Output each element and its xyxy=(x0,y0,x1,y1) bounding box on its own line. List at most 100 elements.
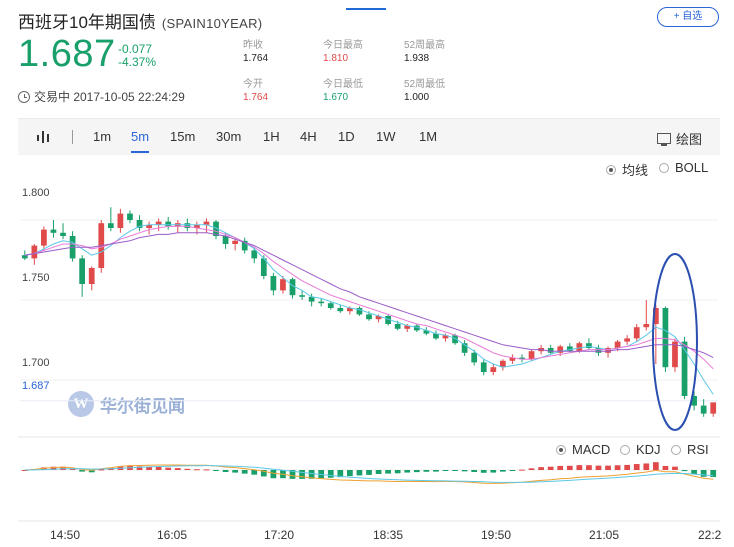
stat-open: 今开 1.764 xyxy=(243,78,268,104)
macd-bar xyxy=(174,468,181,470)
stat-day-low: 今日最低 1.670 xyxy=(323,78,363,104)
macd-bar xyxy=(471,470,478,473)
x-tick-label: 21:05 xyxy=(589,528,620,542)
ma-slow-line xyxy=(24,232,714,359)
change-value: -0.077 xyxy=(118,42,153,56)
macd-bar xyxy=(433,470,439,472)
macd-bar xyxy=(576,465,583,470)
macd-bar xyxy=(595,465,602,470)
candle-body xyxy=(614,341,621,348)
candle-body xyxy=(50,229,57,233)
add-watchlist-button[interactable]: + 自选 xyxy=(657,7,719,27)
candle-body xyxy=(366,314,372,320)
macd-bar xyxy=(413,470,420,473)
macd-bar xyxy=(404,470,411,473)
candle-body xyxy=(241,240,248,251)
interval-15m[interactable]: 15m xyxy=(170,129,196,144)
candle-body xyxy=(165,221,172,227)
stat-value: 1.764 xyxy=(243,53,269,64)
macd-bar xyxy=(442,470,449,471)
candle-body xyxy=(499,360,506,368)
interval-1m-month[interactable]: 1M xyxy=(419,129,438,144)
macd-bar xyxy=(643,463,650,470)
macd-bar xyxy=(710,470,717,478)
macd-bar xyxy=(605,465,611,470)
indicator-boll-radio[interactable]: BOLL xyxy=(659,160,708,175)
candle-body xyxy=(31,245,38,259)
candle-body xyxy=(251,250,258,259)
trading-status: 交易中 2017-10-05 22:24:29 xyxy=(18,88,185,105)
candle-body xyxy=(433,333,439,339)
candle-body xyxy=(566,346,573,352)
macd-bar xyxy=(356,470,363,476)
stat-prev-close: 昨收 1.764 xyxy=(243,39,268,65)
candle-body xyxy=(270,276,277,291)
macd-bar xyxy=(289,470,296,479)
candle-body xyxy=(117,213,124,228)
indicator-rsi-radio[interactable]: RSI xyxy=(671,442,709,457)
macd-bar xyxy=(213,470,219,471)
interval-1h[interactable]: 1H xyxy=(263,129,280,144)
macd-bar xyxy=(260,470,267,477)
candle-body xyxy=(146,224,152,228)
indicator-ma-radio[interactable]: 均线 xyxy=(606,160,648,179)
macd-bar xyxy=(461,470,468,472)
candle-body xyxy=(700,405,707,414)
candlestick-type-icon[interactable] xyxy=(36,130,52,144)
candle-body xyxy=(41,229,47,246)
macd-bar xyxy=(633,464,640,470)
macd-bar xyxy=(547,466,554,470)
chart-toolbar: 1m 5m 15m 30m 1H 4H 1D 1W 1M 绘图 xyxy=(18,118,720,155)
candle-body xyxy=(299,295,305,297)
indicator-label: 均线 xyxy=(622,163,649,178)
indicator-label: RSI xyxy=(687,442,709,457)
stat-value: 1.670 xyxy=(323,92,349,103)
page-title: 西班牙10年期国债 (SPAIN10YEAR) xyxy=(18,8,262,33)
draw-button[interactable]: 绘图 xyxy=(656,129,702,148)
change-percent: -4.37% xyxy=(118,55,157,69)
candle-body xyxy=(260,258,267,276)
interval-5m[interactable]: 5m xyxy=(131,129,150,153)
macd-bar xyxy=(423,470,430,472)
macd-bar xyxy=(490,470,497,473)
macd-bar xyxy=(672,466,678,470)
macd-bar xyxy=(146,466,152,470)
candle-body xyxy=(557,346,564,353)
macd-bar xyxy=(232,470,239,473)
candle-body xyxy=(710,402,717,414)
macd-bar xyxy=(586,465,592,470)
candle-body xyxy=(385,316,391,324)
candle-body xyxy=(624,338,631,342)
interval-1w[interactable]: 1W xyxy=(376,129,396,144)
y-tick-label: 1.800 xyxy=(22,187,50,199)
candle-body xyxy=(471,352,478,363)
interval-1m[interactable]: 1m xyxy=(93,129,112,144)
interval-4h[interactable]: 4H xyxy=(300,129,317,144)
interval-1d[interactable]: 1D xyxy=(338,129,355,144)
candle-body xyxy=(232,240,239,244)
x-tick-label: 18:35 xyxy=(373,528,404,542)
candle-body xyxy=(490,367,497,372)
stat-label: 今日最高 xyxy=(323,40,363,51)
macd-bar xyxy=(528,468,535,470)
y-tick-label: 1.750 xyxy=(22,272,50,284)
macd-bar xyxy=(614,465,621,470)
candle-body xyxy=(289,279,296,296)
macd-bar xyxy=(394,470,401,474)
candle-body xyxy=(404,325,411,329)
indicator-label: KDJ xyxy=(636,442,661,457)
current-value-label: 1.687 xyxy=(22,380,50,392)
candle-body xyxy=(327,303,334,308)
x-tick-label: 19:50 xyxy=(481,528,512,542)
top-accent-line xyxy=(346,8,386,10)
macd-bar xyxy=(499,470,506,472)
macd-bar xyxy=(241,470,248,474)
indicator-macd-radio[interactable]: MACD xyxy=(556,442,610,457)
stat-value: 1.810 xyxy=(323,53,349,64)
interval-30m[interactable]: 30m xyxy=(216,129,242,144)
candle-body xyxy=(79,258,86,284)
stat-label: 昨收 xyxy=(243,40,263,51)
indicator-kdj-radio[interactable]: KDJ xyxy=(620,442,661,457)
macd-bar xyxy=(691,470,697,475)
